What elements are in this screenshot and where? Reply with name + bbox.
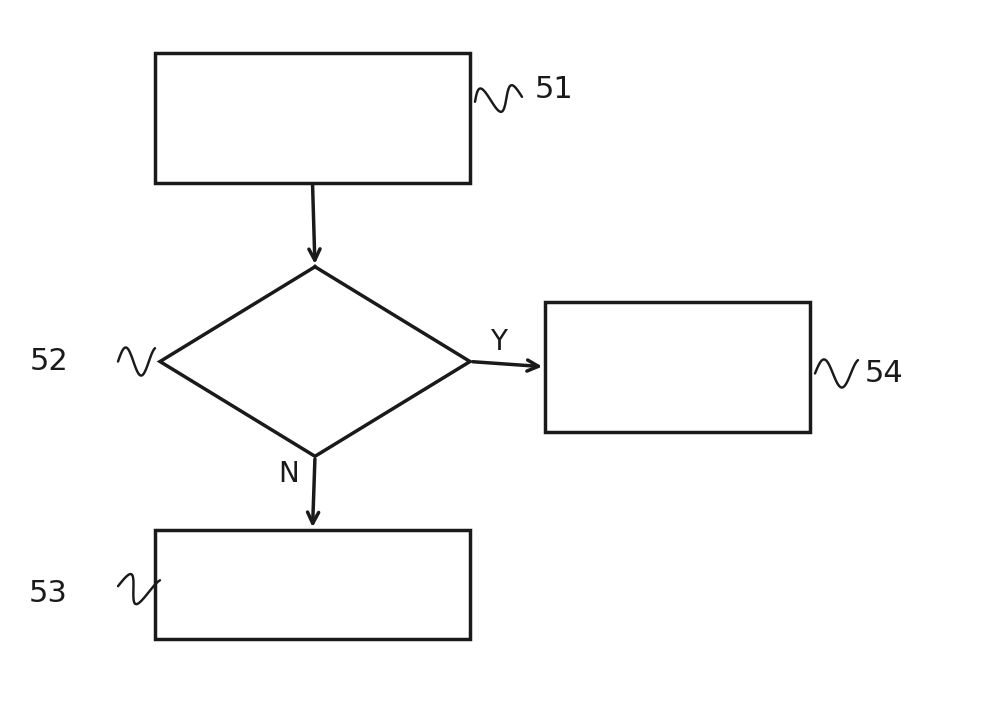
Text: 54: 54 — [865, 359, 904, 388]
Bar — [545, 302, 810, 432]
Bar — [155, 530, 470, 639]
Text: N: N — [278, 460, 299, 488]
Bar — [155, 53, 470, 183]
Text: Y: Y — [490, 328, 507, 356]
Text: 53: 53 — [29, 578, 68, 608]
Text: 51: 51 — [535, 75, 574, 105]
Text: 52: 52 — [29, 347, 68, 376]
